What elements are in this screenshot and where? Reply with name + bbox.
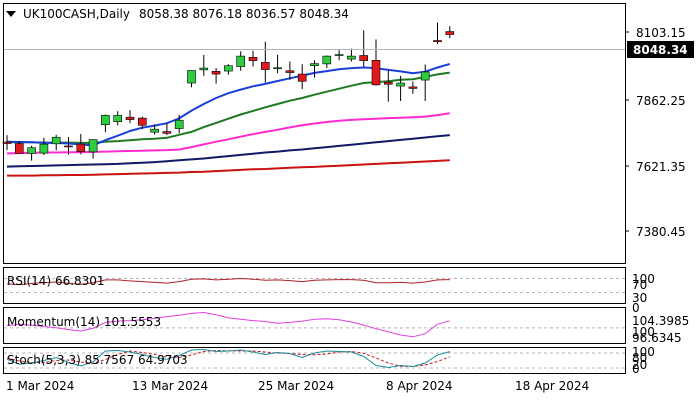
stoch-tick: 0 — [632, 362, 640, 376]
bear-candle — [15, 143, 24, 154]
price-tick: 7621.35 — [636, 160, 686, 174]
bull-candle — [310, 63, 319, 66]
rsi-tick: 30 — [632, 291, 647, 305]
rsi-tick: 70 — [632, 278, 647, 292]
rsi-line — [6, 277, 450, 286]
price-tick: 7380.45 — [636, 225, 686, 239]
date-label: 18 Apr 2024 — [515, 379, 589, 393]
bull-candle — [420, 71, 430, 81]
bear-candle — [260, 62, 270, 70]
date-label: 1 Mar 2024 — [6, 379, 74, 393]
bear-candle — [76, 143, 86, 152]
sma-navy-line — [6, 134, 450, 168]
bear-candle — [211, 71, 221, 75]
bear-candle — [359, 55, 369, 61]
momentum-tick: 96.6345 — [632, 331, 682, 345]
current-price-label-bg — [627, 41, 694, 58]
bull-candle — [174, 119, 184, 129]
bull-candle — [39, 143, 49, 154]
rsi-tick: 0 — [632, 301, 640, 315]
bull-candle — [101, 115, 110, 125]
bull-candle — [347, 55, 356, 60]
date-label: 8 Apr 2024 — [386, 379, 453, 393]
stoch-panel-frame — [3, 347, 626, 374]
bear-candle — [371, 59, 381, 86]
bull-candle — [27, 147, 36, 154]
stoch-tick: 80 — [632, 351, 647, 365]
bear-candle — [408, 86, 418, 89]
bull-candle — [224, 65, 233, 72]
time-axis: 1 Mar 2024 13 Mar 2024 25 Mar 2024 8 Apr… — [6, 379, 589, 393]
stoch-tick: 20 — [632, 358, 647, 372]
bull-candle — [273, 67, 282, 70]
stoch-main-line — [6, 348, 450, 369]
bull-candle — [322, 55, 332, 65]
price-axis: 8103.15 7862.25 7621.35 7380.45 — [625, 26, 686, 239]
rsi-panel-frame — [3, 267, 626, 304]
bull-candle — [51, 136, 61, 145]
bull-candle — [88, 139, 98, 153]
bull-candle — [113, 115, 122, 122]
momentum-tick: 104.3985 — [632, 314, 689, 328]
bear-candle — [248, 56, 258, 61]
price-tick: 8103.15 — [636, 26, 686, 40]
bear-candle — [125, 116, 135, 120]
momentum-panel-frame — [3, 307, 626, 344]
bull-candle — [334, 54, 344, 56]
price-tick: 7862.25 — [636, 94, 686, 108]
main-plot-frame — [3, 3, 626, 264]
bull-candle — [150, 128, 159, 133]
header-symbol: UK100CASH,Daily — [23, 7, 130, 21]
bear-candle — [445, 31, 455, 35]
bull-candle — [236, 55, 245, 67]
date-label: 25 Mar 2024 — [258, 379, 334, 393]
bull-candle — [396, 82, 405, 87]
bear-candle — [285, 70, 295, 73]
bull-candle — [199, 67, 209, 71]
momentum-tick: 100 — [632, 325, 655, 339]
bear-candle — [383, 81, 393, 85]
bear-candle — [64, 145, 73, 148]
bear-candle — [162, 131, 172, 134]
bear-candle — [297, 73, 307, 82]
chevron-down-icon[interactable] — [6, 11, 16, 17]
rsi-label: RSI(14) 66.8301 — [7, 274, 105, 288]
rsi-tick: 100 — [632, 272, 655, 286]
sma-red-line — [7, 159, 450, 177]
sma-mid-line — [7, 71, 450, 144]
date-label: 13 Mar 2024 — [132, 379, 208, 393]
sma-fast-line — [6, 62, 451, 147]
header-ohlc: 8058.38 8076.18 8036.57 8048.34 — [139, 7, 349, 21]
stoch-tick: 100 — [632, 345, 655, 359]
stoch-label: Stoch(5,3,3) 85.7567 64.9703 — [7, 353, 188, 367]
momentum-label: Momentum(14) 101.5553 — [7, 315, 161, 329]
bear-candle — [433, 40, 442, 43]
bear-candle — [138, 117, 147, 126]
bear-candle — [2, 141, 12, 144]
current-price-label: 8048.34 — [633, 43, 688, 57]
momentum-line — [6, 311, 450, 338]
bull-candle — [187, 70, 196, 84]
